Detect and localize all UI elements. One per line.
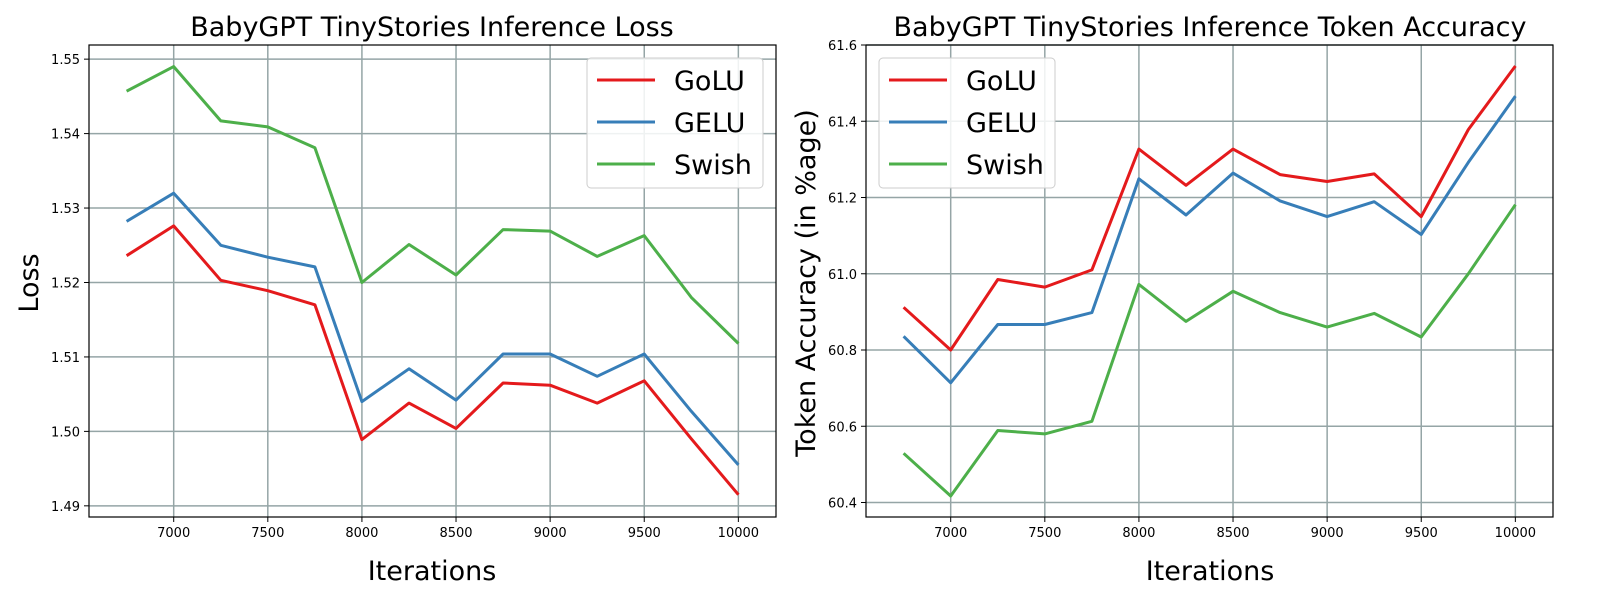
y-tick-label: 1.53	[51, 202, 80, 217]
legend-label: GoLU	[674, 66, 745, 97]
x-tick-label: 10000	[718, 526, 759, 541]
x-tick-label: 7500	[1028, 526, 1061, 541]
y-tick-label: 61.4	[828, 115, 857, 130]
x-axis-label: Iterations	[368, 556, 497, 587]
x-tick-label: 7000	[934, 526, 967, 541]
loss-chart: BabyGPT TinyStories Inference Loss Itera…	[14, 12, 777, 587]
y-tick-label: 1.50	[51, 425, 80, 440]
x-tick-label: 7500	[251, 526, 284, 541]
x-tick-label: 9500	[628, 526, 661, 541]
y-tick-label: 1.51	[51, 351, 80, 366]
x-tick-label: 7000	[157, 526, 190, 541]
x-tick-label: 8500	[439, 526, 472, 541]
x-tick-label: 8500	[1216, 526, 1249, 541]
series-line-swish	[125, 65, 740, 345]
y-tick-label: 60.6	[828, 420, 857, 435]
legend-label: Swish	[966, 150, 1044, 181]
y-tick-label: 60.4	[828, 497, 857, 512]
y-tick-label: 61.6	[828, 39, 857, 54]
series-line-swish	[902, 203, 1517, 498]
legend	[586, 57, 764, 189]
series-line-golu	[902, 65, 1517, 352]
y-tick-label: 1.54	[51, 128, 80, 143]
plot-frame	[865, 44, 1554, 518]
x-tick-label: 9500	[1405, 526, 1438, 541]
y-tick-label: 1.52	[51, 276, 80, 291]
y-axis-label: Token Accuracy (in %age)	[791, 109, 822, 457]
legend-label: GELU	[966, 108, 1037, 139]
x-tick-label: 10000	[1495, 526, 1536, 541]
series-line-golu	[125, 224, 740, 496]
x-axis-label: Iterations	[1146, 556, 1275, 587]
chart-title: BabyGPT TinyStories Inference Loss	[190, 12, 674, 43]
legend	[878, 57, 1056, 189]
y-tick-label: 1.49	[51, 500, 80, 515]
y-tick-label: 61.0	[828, 268, 857, 283]
x-tick-label: 8000	[1122, 526, 1155, 541]
y-tick-label: 1.55	[51, 53, 80, 68]
x-tick-label: 8000	[345, 526, 378, 541]
token-accuracy-chart: BabyGPT TinyStories Inference Token Accu…	[791, 12, 1554, 587]
x-tick-label: 9000	[534, 526, 567, 541]
series-line-gelu	[902, 95, 1517, 385]
plot-frame	[88, 44, 777, 518]
y-tick-label: 61.2	[828, 192, 857, 207]
x-tick-label: 9000	[1311, 526, 1344, 541]
legend-label: GELU	[674, 108, 745, 139]
legend-label: Swish	[674, 150, 752, 181]
y-axis-label: Loss	[14, 253, 45, 312]
series-line-gelu	[125, 191, 740, 466]
chart-title: BabyGPT TinyStories Inference Token Accu…	[894, 12, 1527, 43]
legend-label: GoLU	[966, 66, 1037, 97]
y-tick-label: 60.8	[828, 344, 857, 359]
